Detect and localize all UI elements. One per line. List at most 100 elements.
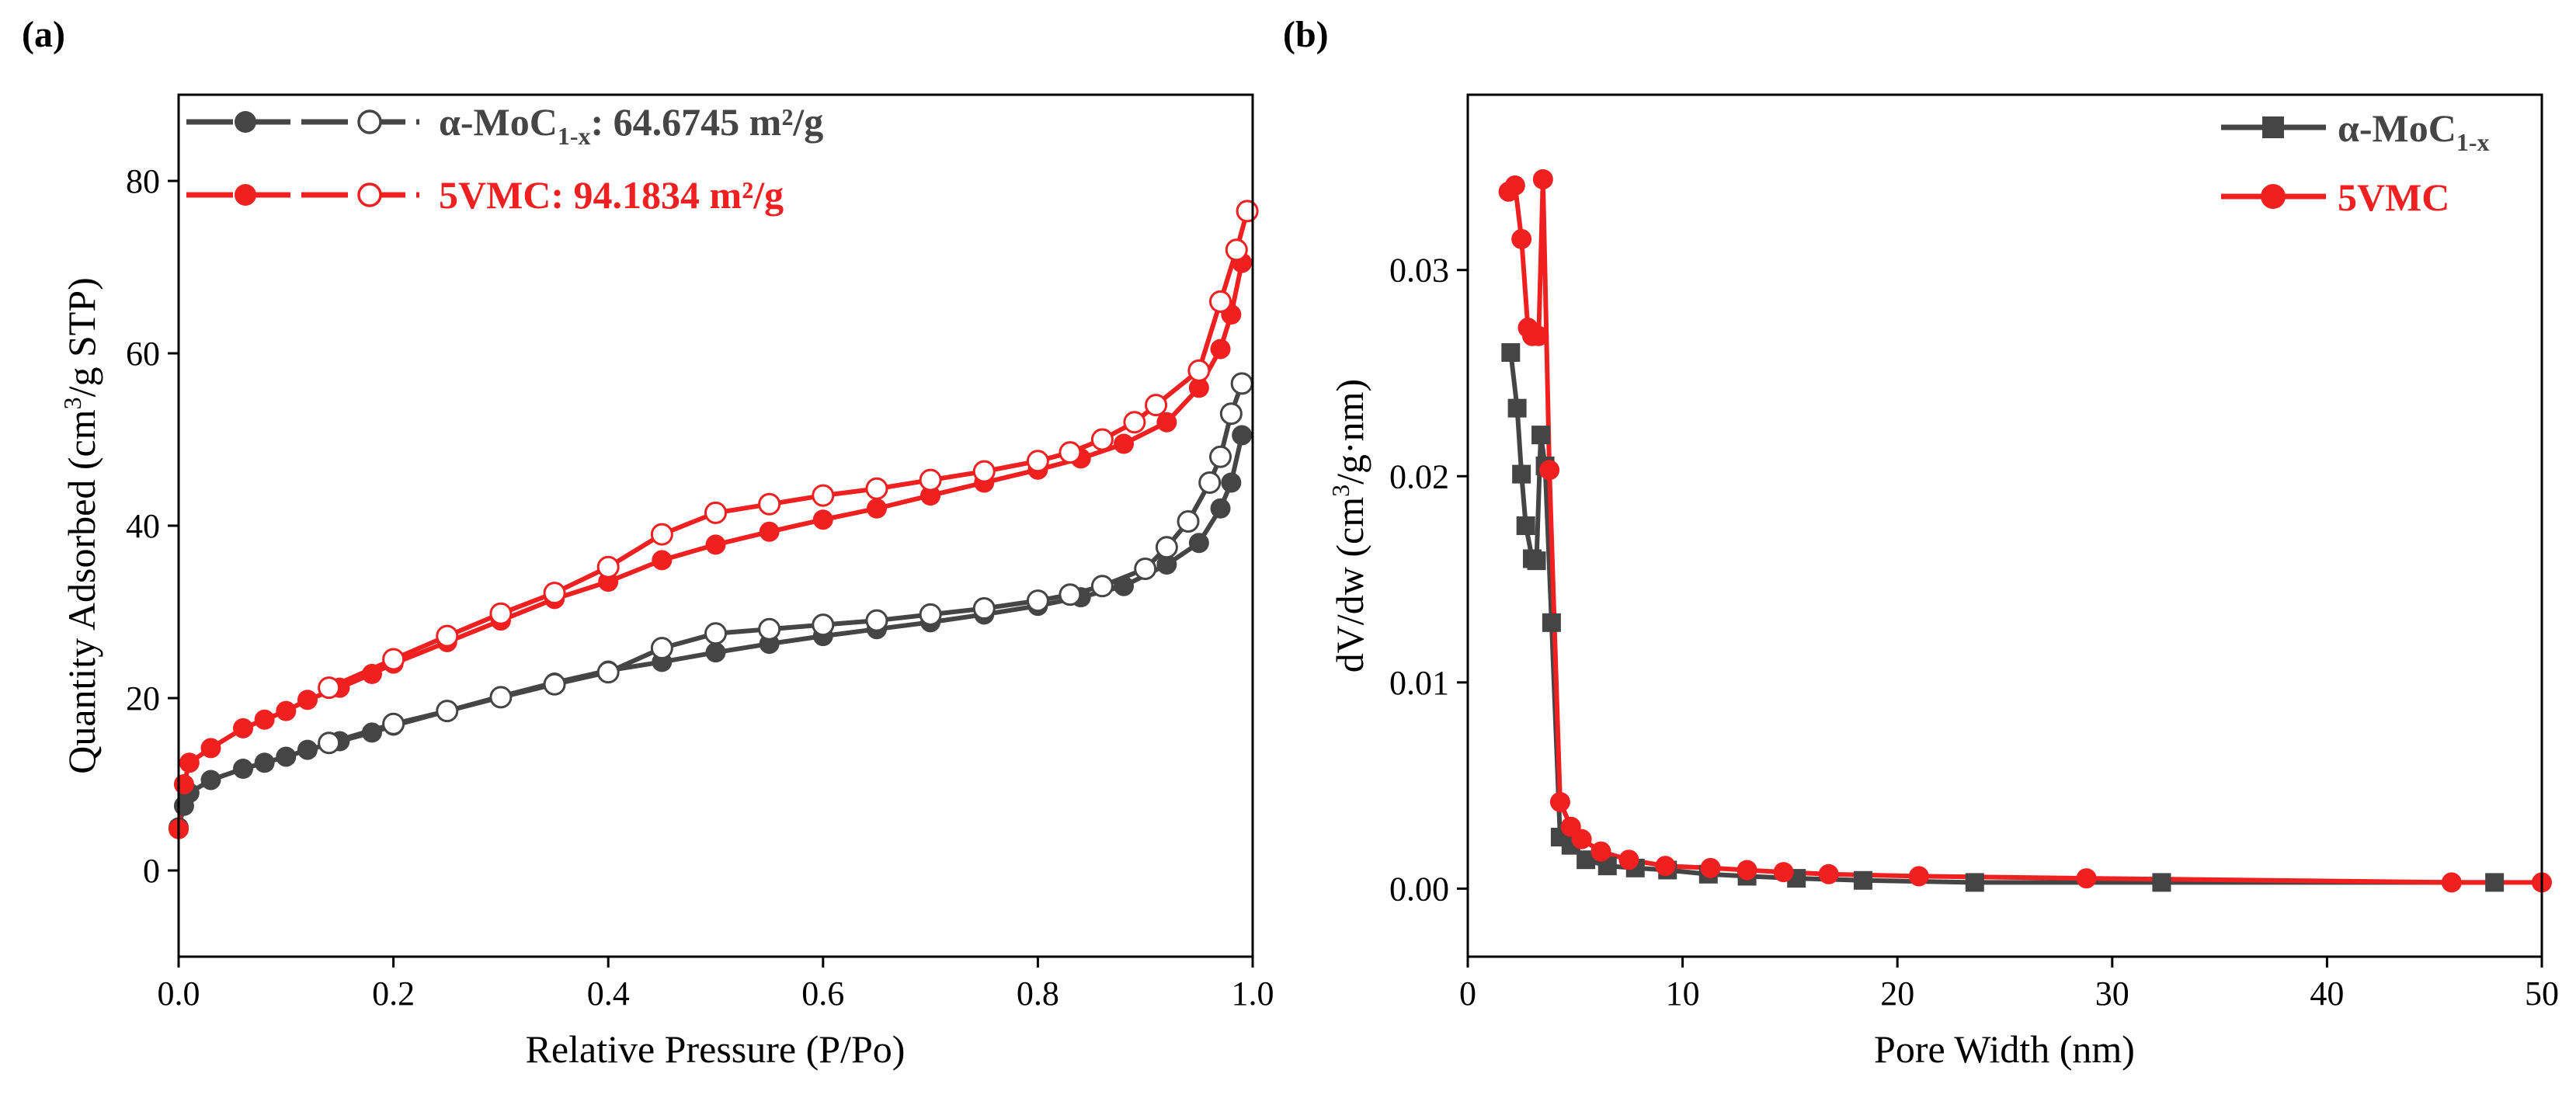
panel-b-data-point (1736, 860, 1757, 881)
panel-a-y-title-part1: Quantity Adsorbed (cm (60, 409, 103, 773)
panel-a-y-title-sup: 3 (58, 397, 86, 409)
panel-a-data-point (254, 709, 275, 730)
panel-a-data-point (1090, 575, 1114, 598)
panel-a-data-point (1026, 589, 1049, 613)
panel-a: (a) 0.0 0.2 0.4 0.6 0.8 1.0 0 20 40 60 80 Relativ… (22, 14, 1274, 1071)
panel-b-x-tick-label: 20 (1880, 975, 1914, 1013)
panel-a-x-tick-label: 0.4 (587, 975, 630, 1013)
panel-a-data-point (382, 712, 405, 735)
panel-a-data-point (1188, 377, 1209, 398)
panel-b-data-point (1655, 856, 1676, 877)
panel-b-x-tick-label: 10 (1666, 975, 1700, 1013)
panel-b-data-point (1527, 551, 1546, 571)
panel-a-data-point (865, 609, 888, 632)
panel-b-data-point (1532, 169, 1553, 189)
panel-a-series-line-3 (328, 210, 1250, 690)
legend-a1-open-marker (357, 109, 382, 134)
panel-b-data-point (2485, 873, 2505, 892)
panel-a-data-point (704, 501, 727, 524)
panel-b-data-point (1618, 850, 1639, 870)
legend-a1-filled-marker (235, 111, 256, 133)
panel-a-x-tick-label: 0.2 (372, 975, 415, 1013)
panel-b-y-axis-title: dV/dw (cm3/g·nm) (1326, 379, 1371, 672)
panel-a-data-point (1090, 428, 1114, 451)
panel-a-data-point (812, 613, 835, 637)
panel-a-data-point (200, 738, 221, 759)
panel-a-data-point (1187, 359, 1211, 382)
panel-b-plot-frame (1466, 93, 2543, 958)
panel-b-data-point (1528, 325, 1549, 346)
panel-b-data-point (1577, 850, 1596, 870)
legend-a2-label: 5VMC: 94.1834 m²/g (439, 173, 784, 217)
panel-a-data-point (318, 676, 341, 700)
panel-a-data-point (489, 686, 513, 709)
panel-a-data-point (1230, 372, 1253, 395)
panel-a-y-title-part2: /g STP) (60, 277, 103, 397)
panel-a-y-tick-label: 80 (126, 162, 160, 200)
panel-a-data-point (1114, 575, 1135, 596)
panel-b-data-point (2152, 873, 2171, 892)
panel-b-data-point (1501, 342, 1521, 362)
panel-b-data-point (1773, 862, 1794, 883)
panel-a-data-point (812, 509, 833, 530)
panel-a-data-point (543, 672, 566, 696)
panel-a-data-point (650, 523, 673, 546)
panel-b-data-point (2441, 872, 2462, 893)
panel-b-data-point (1511, 228, 1532, 249)
panel-b-data-point (1507, 398, 1527, 418)
legend-b2-label: 5VMC (2338, 175, 2449, 219)
panel-a-x-tick-label: 1.0 (1232, 975, 1274, 1013)
panel-a-data-point (232, 718, 253, 738)
panel-b-y-title-part1: dV/dw (cm (1328, 497, 1371, 672)
legend-a2-open-marker (357, 182, 382, 207)
panel-b-data-point (2076, 868, 2097, 889)
panel-a-data-point (1155, 536, 1178, 559)
panel-b-data-point (1590, 841, 1611, 862)
legend-a1-part2: : 64.6745 m²/g (591, 100, 824, 144)
panel-b-x-tick-label: 0 (1459, 975, 1476, 1013)
panel-a-data-point (318, 731, 341, 755)
panel-a-data-point (919, 603, 942, 626)
panel-a-data-point (361, 663, 382, 684)
panel-a-data-point (1059, 583, 1082, 606)
panel-b-data-point (1504, 175, 1525, 196)
panel-a-data-point (543, 582, 566, 605)
panel-a-data-point (1236, 200, 1259, 223)
panel-a-data-point (1156, 412, 1177, 433)
panel-a-y-tick-label: 20 (126, 679, 160, 718)
panel-a-legend-item-2: 5VMC: 94.1834 m²/g (186, 173, 784, 217)
panel-a-data-point (1123, 411, 1146, 434)
panel-b-series (1498, 169, 2552, 893)
panel-label-a: (a) (22, 14, 65, 55)
panel-a-y-tick-label: 60 (126, 335, 160, 373)
panel-a-data-point (200, 770, 221, 790)
panel-a-data-point (1209, 445, 1232, 468)
panel-b-y-axis: 0.00 0.01 0.02 0.03 (1389, 252, 1468, 908)
panel-a-series (169, 200, 1259, 839)
panel-a-data-point (705, 534, 726, 555)
panel-b-legend: α-MoC1-x 5VMC (2221, 106, 2490, 219)
panel-a-data-point (650, 637, 673, 660)
panel-a-data-point (1156, 554, 1177, 575)
panel-a-legend: α-MoC1-x: 64.6745 m²/g 5VMC: 94.1834 m²/… (186, 100, 823, 217)
panel-a-data-point (179, 752, 200, 773)
panel-b-legend-item-2: 5VMC (2221, 175, 2449, 219)
panel-a-data-point (173, 774, 194, 794)
panel-a-data-point (759, 521, 780, 542)
panel-a-data-point (596, 661, 620, 684)
panel-a-data-point (812, 484, 835, 507)
legend-b1-label: α-MoC1-x (2338, 106, 2490, 156)
panel-b-x-tick-label: 50 (2525, 975, 2559, 1013)
panel-a-data-point (865, 477, 888, 500)
panel-b-data-point (1549, 791, 1570, 812)
panel-b-x-tick-label: 40 (2310, 975, 2344, 1013)
panel-a-data-point (704, 622, 727, 645)
panel-b-data-point (1542, 613, 1561, 632)
panel-a-data-point (436, 624, 459, 648)
panel-a-data-point (1210, 339, 1231, 360)
panel-a-data-point (1145, 394, 1168, 417)
panel-a-data-point (758, 617, 781, 641)
panel-a-data-point (1209, 290, 1232, 313)
legend-b1-marker (2262, 116, 2284, 138)
